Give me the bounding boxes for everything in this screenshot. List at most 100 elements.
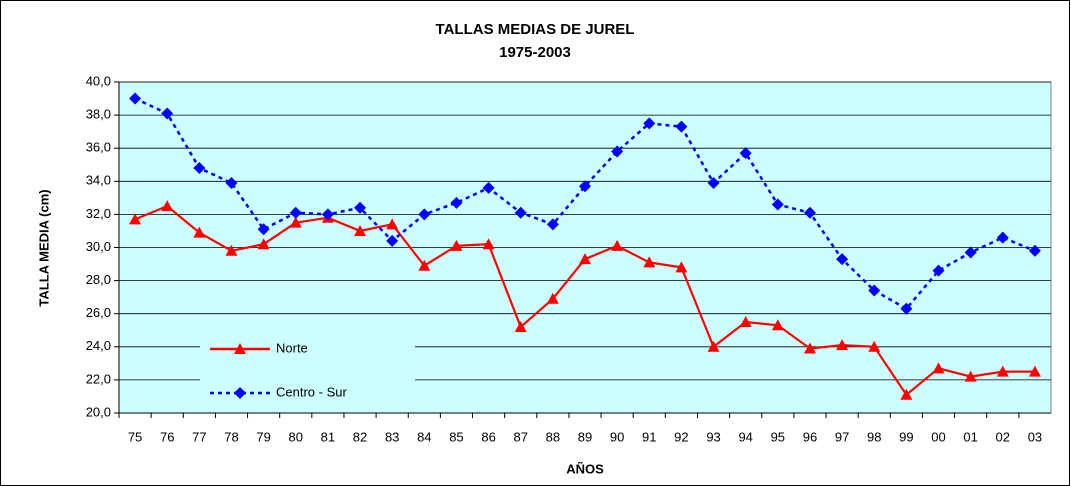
x-tick-label: 78: [224, 429, 238, 444]
point: [546, 218, 559, 231]
point: [579, 180, 591, 193]
x-tick-label: 99: [899, 429, 913, 444]
point: [932, 362, 945, 374]
point: [289, 206, 302, 219]
point: [836, 253, 849, 266]
point: [964, 246, 977, 259]
x-tick-label: 80: [289, 429, 303, 444]
x-tick-label: 00: [931, 429, 945, 444]
point: [739, 147, 752, 160]
point: [161, 200, 174, 212]
point: [289, 216, 302, 228]
point: [386, 234, 399, 247]
point: [996, 231, 1009, 244]
x-tick-label: 85: [449, 429, 463, 444]
point: [354, 224, 367, 236]
y-tick-label: 38,0: [86, 107, 111, 122]
y-tick-label: 24,0: [86, 338, 111, 353]
point: [803, 206, 816, 219]
point: [579, 253, 591, 265]
point: [643, 117, 656, 130]
point: [321, 208, 334, 221]
point: [450, 196, 463, 209]
point: [900, 388, 913, 400]
point: [611, 239, 624, 251]
x-tick-label: 76: [160, 429, 174, 444]
x-tick-label: 02: [996, 429, 1010, 444]
x-tick-label: 81: [321, 429, 335, 444]
point: [643, 256, 656, 268]
x-tick-label: 92: [674, 429, 688, 444]
x-tick-label: 95: [771, 429, 785, 444]
point: [546, 292, 559, 304]
point: [257, 238, 270, 250]
point: [868, 284, 881, 297]
point: [418, 259, 431, 271]
point: [514, 320, 527, 332]
point: [161, 107, 174, 120]
x-tick-label: 89: [578, 429, 592, 444]
point: [225, 244, 238, 256]
point: [707, 340, 720, 352]
point: [611, 145, 624, 158]
point: [234, 387, 246, 399]
chart-subtitle: 1975-2003: [499, 44, 571, 61]
x-tick-label: 83: [385, 429, 399, 444]
point: [739, 315, 752, 327]
x-tick-label: 98: [867, 429, 881, 444]
y-tick-label: 20,0: [86, 404, 111, 419]
x-axis-label: AÑOS: [566, 461, 604, 476]
point: [193, 162, 206, 175]
chart-title: TALLAS MEDIAS DE JUREL: [436, 21, 635, 38]
y-tick-label: 30,0: [86, 239, 111, 254]
x-tick-label: 97: [835, 429, 849, 444]
point: [675, 120, 688, 133]
x-tick-label: 03: [1028, 429, 1042, 444]
x-tick-label: 93: [706, 429, 720, 444]
x-tick-label: 84: [417, 429, 431, 444]
y-tick-label: 32,0: [86, 206, 111, 221]
point: [836, 339, 849, 351]
point: [964, 370, 977, 382]
y-tick-label: 34,0: [86, 173, 111, 188]
point: [129, 92, 142, 105]
point: [129, 213, 142, 225]
x-tick-label: 77: [192, 429, 206, 444]
point: [386, 218, 399, 230]
x-tick-label: 96: [803, 429, 817, 444]
point: [771, 198, 784, 211]
point: [514, 206, 527, 219]
point: [193, 226, 206, 238]
point: [234, 343, 246, 354]
x-tick-label: 94: [738, 429, 752, 444]
point: [482, 181, 495, 194]
point: [418, 208, 431, 221]
point: [900, 302, 913, 315]
point: [675, 261, 688, 273]
x-tick-label: 90: [610, 429, 624, 444]
x-tick-label: 01: [963, 429, 977, 444]
y-tick-label: 26,0: [86, 305, 111, 320]
x-tick-label: 82: [353, 429, 367, 444]
legend-label: Norte: [276, 340, 308, 355]
x-tick-label: 88: [546, 429, 560, 444]
point: [257, 223, 270, 236]
point: [932, 264, 945, 277]
x-tick-label: 75: [128, 429, 142, 444]
point: [1028, 244, 1041, 257]
point: [482, 238, 495, 250]
point: [1028, 365, 1041, 377]
point: [450, 239, 463, 251]
point: [868, 340, 881, 352]
x-tick-label: 86: [481, 429, 495, 444]
y-tick-label: 28,0: [86, 272, 111, 287]
x-tick-label: 87: [513, 429, 527, 444]
legend-label: Centro - Sur: [276, 384, 347, 399]
point: [707, 176, 720, 189]
point: [225, 176, 238, 189]
y-tick-label: 40,0: [86, 73, 111, 88]
x-tick-label: 91: [642, 429, 656, 444]
point: [771, 319, 784, 331]
y-tick-label: 36,0: [86, 140, 111, 155]
